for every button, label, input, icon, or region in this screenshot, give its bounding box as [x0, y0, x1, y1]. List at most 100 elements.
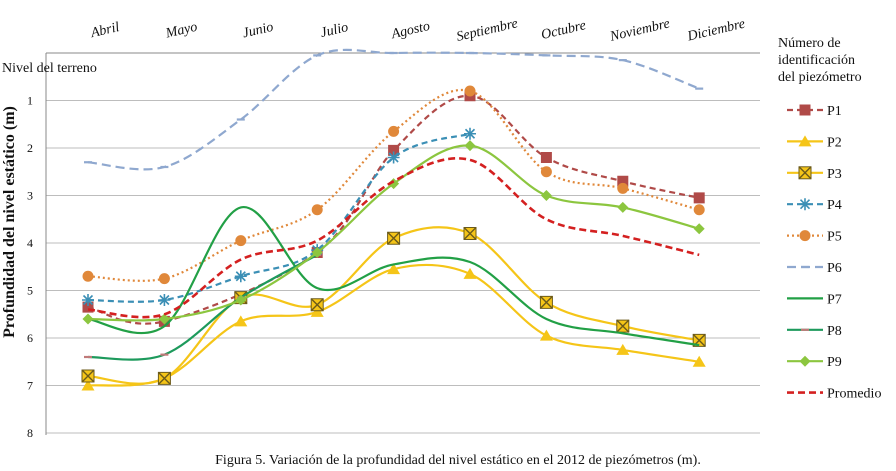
- series-p6: [84, 48, 704, 171]
- legend-label-p7: P7: [827, 292, 842, 307]
- series-p2-point: [234, 315, 248, 327]
- series-p9-point: [311, 247, 323, 258]
- series-p9-point: [82, 313, 94, 325]
- series-p5-point: [540, 166, 552, 178]
- legend-item-p2: P2: [787, 135, 842, 150]
- legend-item-p1: P1: [787, 104, 842, 119]
- figure-caption: Figura 5. Variación de la profundidad de…: [215, 453, 701, 468]
- series-p3-point: [310, 298, 324, 312]
- series-p1: [82, 90, 705, 327]
- series-p2: [81, 263, 706, 391]
- legend-item-p8: P8: [787, 324, 842, 339]
- legend-item-p7: P7: [787, 292, 842, 307]
- legend-item-p9: P9: [787, 355, 842, 370]
- legend: Número de identificación del piezómetro …: [778, 36, 881, 402]
- series-p5-point: [464, 85, 476, 97]
- legend-label-p8: P8: [827, 324, 842, 339]
- y-tick-labels: 1 2 3 4 5 6 7 8: [27, 94, 33, 441]
- series-p5-point: [388, 125, 400, 137]
- legend-label-promedio: Promedio: [827, 387, 881, 402]
- series-p1-point: [540, 152, 552, 163]
- legend-item-p3: P3: [787, 166, 842, 182]
- legend-title-line-1: Número de: [778, 36, 841, 51]
- month-label: Agosto: [389, 19, 431, 43]
- series-p5-point: [82, 270, 94, 282]
- legend-item-promedio: Promedio: [787, 387, 881, 402]
- series-p1-point: [388, 144, 400, 156]
- legend-label-p6: P6: [827, 261, 842, 276]
- series-p2-point: [310, 305, 324, 317]
- series-p3: [81, 226, 706, 385]
- legend-label-p4: P4: [827, 198, 842, 213]
- y-tick-label: 1: [27, 94, 33, 108]
- legend-marker-p5: [799, 230, 811, 242]
- series-p3-point: [539, 295, 553, 309]
- legend-label-p3: P3: [827, 167, 842, 182]
- series-promedio: [87, 157, 700, 319]
- month-label: Diciembre: [685, 17, 746, 45]
- month-label: Septiembre: [455, 16, 519, 45]
- legend-label-p1: P1: [827, 104, 842, 119]
- y-tick-label: 6: [27, 331, 33, 345]
- y-tick-label: 7: [27, 379, 33, 393]
- series-lines: [81, 48, 706, 391]
- month-label: Junio: [241, 20, 275, 42]
- month-label: Octubre: [540, 18, 588, 43]
- series-p4-point: [234, 270, 247, 283]
- month-labels: Abril Mayo Junio Julio Agosto Septiembre Octub…: [89, 16, 747, 45]
- series-p3-point: [616, 319, 630, 333]
- y-tick-label: 4: [27, 236, 33, 250]
- series-p3-point: [387, 231, 401, 245]
- series-p2-point: [539, 329, 553, 341]
- series-p4-point: [82, 294, 94, 306]
- y-tick-label: 3: [27, 189, 33, 203]
- series-p5-point: [311, 204, 323, 216]
- series-p2-point: [81, 379, 95, 391]
- series-p1-point: [693, 192, 705, 204]
- series-p8: [84, 253, 322, 361]
- y-tick-label: 5: [27, 284, 33, 298]
- y-axis-title: Profundidad del nivel estático (m): [1, 106, 18, 338]
- legend-title-line-2: identificación: [778, 53, 855, 68]
- legend-item-p4: P4: [787, 198, 842, 213]
- series-p3-point: [692, 333, 706, 347]
- series-p3-point: [157, 371, 171, 385]
- month-label: Mayo: [163, 20, 198, 42]
- series-p9: [82, 140, 705, 325]
- series-p5-line: [87, 88, 700, 282]
- series-p5-point: [693, 204, 705, 216]
- series-p2-point: [616, 343, 630, 355]
- legend-label-p5: P5: [827, 230, 842, 245]
- legend-marker-p3: [798, 166, 812, 180]
- series-p7: [87, 206, 700, 347]
- series-p2-point: [692, 355, 706, 367]
- legend-title-line-3: del piezómetro: [778, 70, 862, 85]
- legend-label-p9: P9: [827, 355, 842, 370]
- series-p5-point: [235, 235, 247, 247]
- y-tick-label: 8: [27, 426, 33, 440]
- series-p9-point: [540, 190, 552, 201]
- series-p2-point: [463, 267, 477, 279]
- month-label: Abril: [89, 20, 121, 41]
- series-p3-point: [463, 227, 477, 240]
- legend-item-p5: P5: [787, 230, 842, 245]
- series-p9-point: [693, 223, 705, 235]
- gridlines: [46, 100, 760, 434]
- series-p1-point: [617, 175, 629, 187]
- y-tick-label: 2: [27, 141, 33, 155]
- series-p4-point: [387, 151, 400, 164]
- ground-level-label: Nivel del terreno: [2, 61, 97, 76]
- series-p1-point: [82, 301, 94, 313]
- series-p5-point: [617, 182, 629, 194]
- series-p4-line: [87, 132, 471, 303]
- month-label: Noviembre: [608, 16, 672, 45]
- legend-marker-p4: [799, 198, 811, 211]
- series-p4-point: [464, 127, 476, 140]
- series-p5-point: [158, 273, 170, 285]
- legend-label-p2: P2: [827, 135, 842, 150]
- series-p4-point: [158, 294, 171, 306]
- series-p9-point: [388, 178, 400, 190]
- legend-marker-p2: [798, 135, 812, 147]
- month-label: Julio: [319, 20, 350, 41]
